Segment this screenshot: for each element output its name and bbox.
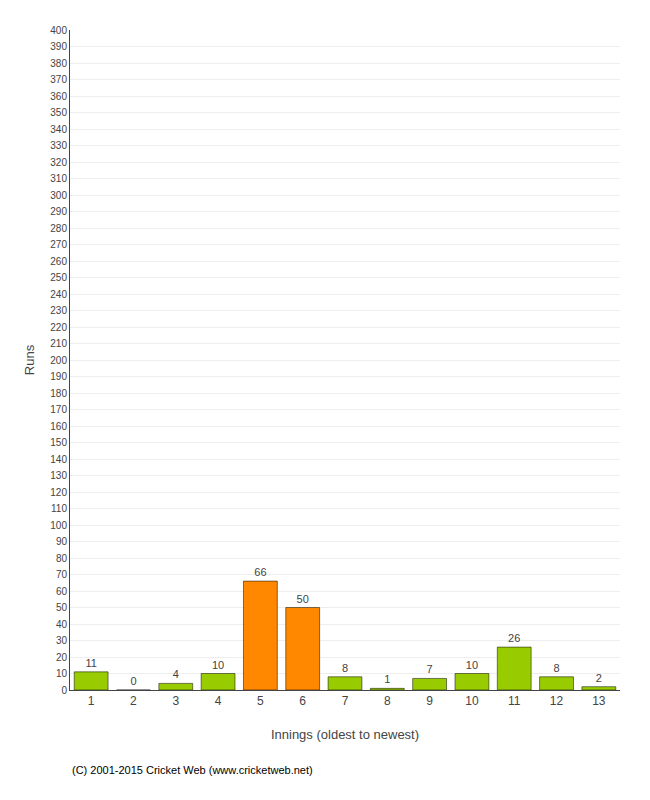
svg-text:50: 50 xyxy=(297,593,309,605)
svg-text:70: 70 xyxy=(56,569,68,580)
svg-text:10: 10 xyxy=(212,659,224,671)
svg-text:30: 30 xyxy=(56,635,68,646)
svg-text:320: 320 xyxy=(50,157,67,168)
svg-text:170: 170 xyxy=(50,404,67,415)
svg-text:50: 50 xyxy=(56,602,68,613)
svg-text:2: 2 xyxy=(596,672,602,684)
svg-text:3: 3 xyxy=(172,694,179,708)
svg-text:140: 140 xyxy=(50,454,67,465)
svg-text:300: 300 xyxy=(50,190,67,201)
svg-text:290: 290 xyxy=(50,206,67,217)
svg-text:11: 11 xyxy=(85,657,96,669)
svg-text:90: 90 xyxy=(56,536,68,547)
svg-text:Runs: Runs xyxy=(22,344,37,375)
svg-text:13: 13 xyxy=(592,694,606,708)
svg-text:0: 0 xyxy=(61,685,67,696)
svg-text:1: 1 xyxy=(88,694,95,708)
svg-text:1: 1 xyxy=(384,673,390,685)
svg-text:66: 66 xyxy=(254,566,266,578)
svg-text:110: 110 xyxy=(51,503,67,514)
svg-text:230: 230 xyxy=(50,305,67,316)
svg-text:250: 250 xyxy=(50,272,67,283)
svg-text:0: 0 xyxy=(130,675,136,687)
svg-text:4: 4 xyxy=(215,694,222,708)
svg-text:(C) 2001-2015 Cricket Web (www: (C) 2001-2015 Cricket Web (www.cricketwe… xyxy=(72,764,313,776)
svg-text:26: 26 xyxy=(508,632,520,644)
svg-text:4: 4 xyxy=(173,668,179,680)
svg-text:380: 380 xyxy=(50,58,67,69)
svg-text:10: 10 xyxy=(56,668,68,679)
svg-text:390: 390 xyxy=(50,41,67,52)
svg-text:190: 190 xyxy=(50,371,67,382)
svg-text:280: 280 xyxy=(50,223,67,234)
svg-text:12: 12 xyxy=(550,694,564,708)
svg-text:260: 260 xyxy=(50,256,67,267)
svg-text:Innings (oldest to newest): Innings (oldest to newest) xyxy=(271,727,419,742)
svg-text:220: 220 xyxy=(50,322,67,333)
svg-text:370: 370 xyxy=(50,74,67,85)
svg-text:2: 2 xyxy=(130,694,137,708)
svg-text:400: 400 xyxy=(50,25,67,36)
svg-text:150: 150 xyxy=(50,437,67,448)
svg-text:10: 10 xyxy=(466,659,478,671)
svg-text:9: 9 xyxy=(426,694,433,708)
svg-text:8: 8 xyxy=(553,662,559,674)
svg-text:180: 180 xyxy=(50,388,67,399)
svg-text:20: 20 xyxy=(56,652,68,663)
svg-text:130: 130 xyxy=(50,470,67,481)
svg-text:7: 7 xyxy=(427,663,433,675)
svg-text:5: 5 xyxy=(257,694,264,708)
svg-text:160: 160 xyxy=(50,421,67,432)
svg-text:6: 6 xyxy=(299,694,306,708)
svg-text:350: 350 xyxy=(50,107,67,118)
svg-text:310: 310 xyxy=(50,173,67,184)
svg-text:7: 7 xyxy=(342,694,349,708)
svg-text:40: 40 xyxy=(56,619,68,630)
svg-text:100: 100 xyxy=(50,520,67,531)
svg-text:80: 80 xyxy=(56,553,68,564)
svg-text:200: 200 xyxy=(50,355,67,366)
svg-text:8: 8 xyxy=(342,662,348,674)
svg-text:270: 270 xyxy=(50,239,67,250)
svg-text:340: 340 xyxy=(50,124,67,135)
svg-text:330: 330 xyxy=(50,140,67,151)
svg-text:8: 8 xyxy=(384,694,391,708)
svg-text:360: 360 xyxy=(50,91,67,102)
svg-text:210: 210 xyxy=(50,338,67,349)
svg-text:11: 11 xyxy=(508,694,521,708)
svg-text:120: 120 xyxy=(50,487,67,498)
svg-text:240: 240 xyxy=(50,289,67,300)
svg-text:10: 10 xyxy=(465,694,479,708)
svg-text:60: 60 xyxy=(56,586,68,597)
